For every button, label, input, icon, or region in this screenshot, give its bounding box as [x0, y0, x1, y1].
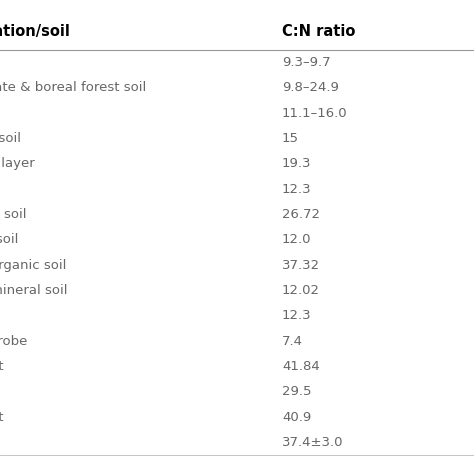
Text: Humus soil: Humus soil: [0, 233, 19, 246]
Text: 29.5: 29.5: [282, 385, 311, 398]
Text: Temperate & boreal forest soil: Temperate & boreal forest soil: [0, 81, 147, 94]
Text: Fine-root: Fine-root: [0, 410, 4, 424]
Text: Mineral soil: Mineral soil: [0, 132, 21, 145]
Text: 9.8–24.9: 9.8–24.9: [282, 81, 339, 94]
Text: 12.02: 12.02: [282, 284, 320, 297]
Text: 37.4±3.0: 37.4±3.0: [282, 436, 344, 449]
Text: 15: 15: [282, 132, 299, 145]
Text: Wetland soil: Wetland soil: [0, 208, 27, 221]
Text: 12.0: 12.0: [282, 233, 311, 246]
Text: 9.3–9.7: 9.3–9.7: [282, 56, 331, 69]
Text: 7.4: 7.4: [282, 335, 303, 347]
Text: 12.3: 12.3: [282, 182, 311, 196]
Text: 41.84: 41.84: [282, 360, 320, 373]
Text: Soil microbe: Soil microbe: [0, 335, 28, 347]
Text: 40.9: 40.9: [282, 410, 311, 424]
Text: Organic layer: Organic layer: [0, 157, 35, 170]
Text: Forest mineral soil: Forest mineral soil: [0, 284, 68, 297]
Text: Fine-root: Fine-root: [0, 360, 4, 373]
Text: C:N ratio: C:N ratio: [282, 24, 356, 39]
Text: 11.1–16.0: 11.1–16.0: [282, 107, 347, 119]
Text: 12.3: 12.3: [282, 309, 311, 322]
Text: 19.3: 19.3: [282, 157, 311, 170]
Text: 26.72: 26.72: [282, 208, 320, 221]
Text: 37.32: 37.32: [282, 259, 320, 272]
Text: Vegetation/soil: Vegetation/soil: [0, 24, 70, 39]
Text: Forest organic soil: Forest organic soil: [0, 259, 67, 272]
